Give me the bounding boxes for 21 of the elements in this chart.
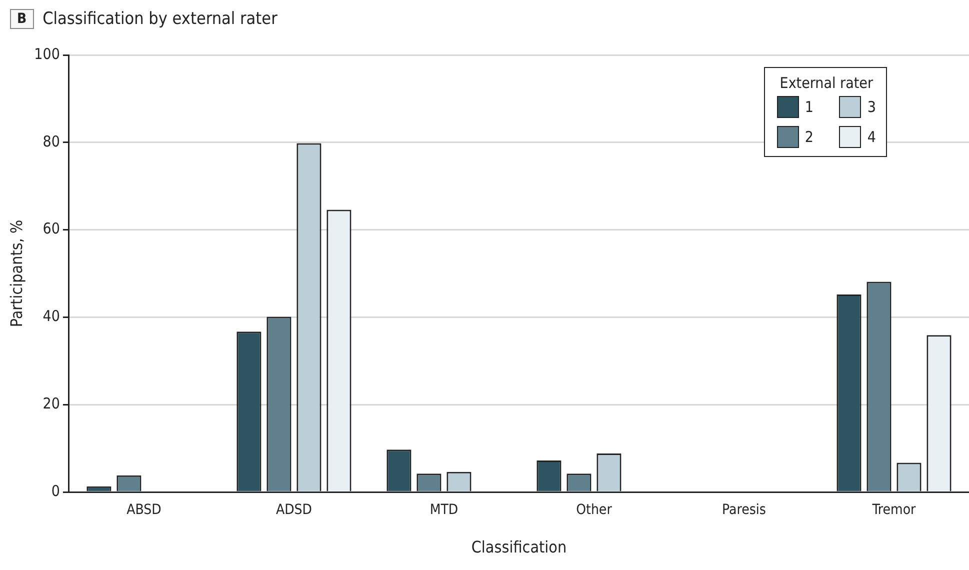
- chart-title: Classification by external rater: [42, 9, 278, 29]
- legend-title: External rater: [778, 74, 874, 92]
- x-tick-label: ADSD: [276, 502, 312, 518]
- y-tick-label: 100: [34, 44, 60, 63]
- y-tick-label: 20: [42, 394, 60, 412]
- legend-label: 2: [804, 128, 814, 146]
- x-tick-label: Paresis: [722, 502, 766, 518]
- legend-label: 4: [867, 128, 876, 146]
- x-tick-label: MTD: [430, 502, 458, 518]
- legend-label: 3: [867, 98, 876, 116]
- y-axis-title: Participants, %: [6, 220, 26, 328]
- text: B: [10, 9, 34, 29]
- x-tick-label: Other: [576, 502, 613, 518]
- y-tick-label: 40: [42, 307, 60, 326]
- y-tick-label: 0: [51, 482, 60, 500]
- y-tick-label: 80: [42, 132, 60, 150]
- x-tick-label: Tremor: [871, 502, 917, 518]
- legend-label: 1: [804, 98, 814, 116]
- y-tick-label: 60: [42, 220, 60, 238]
- x-tick-label: ABSD: [126, 502, 162, 518]
- x-axis-title: Classification: [471, 538, 567, 557]
